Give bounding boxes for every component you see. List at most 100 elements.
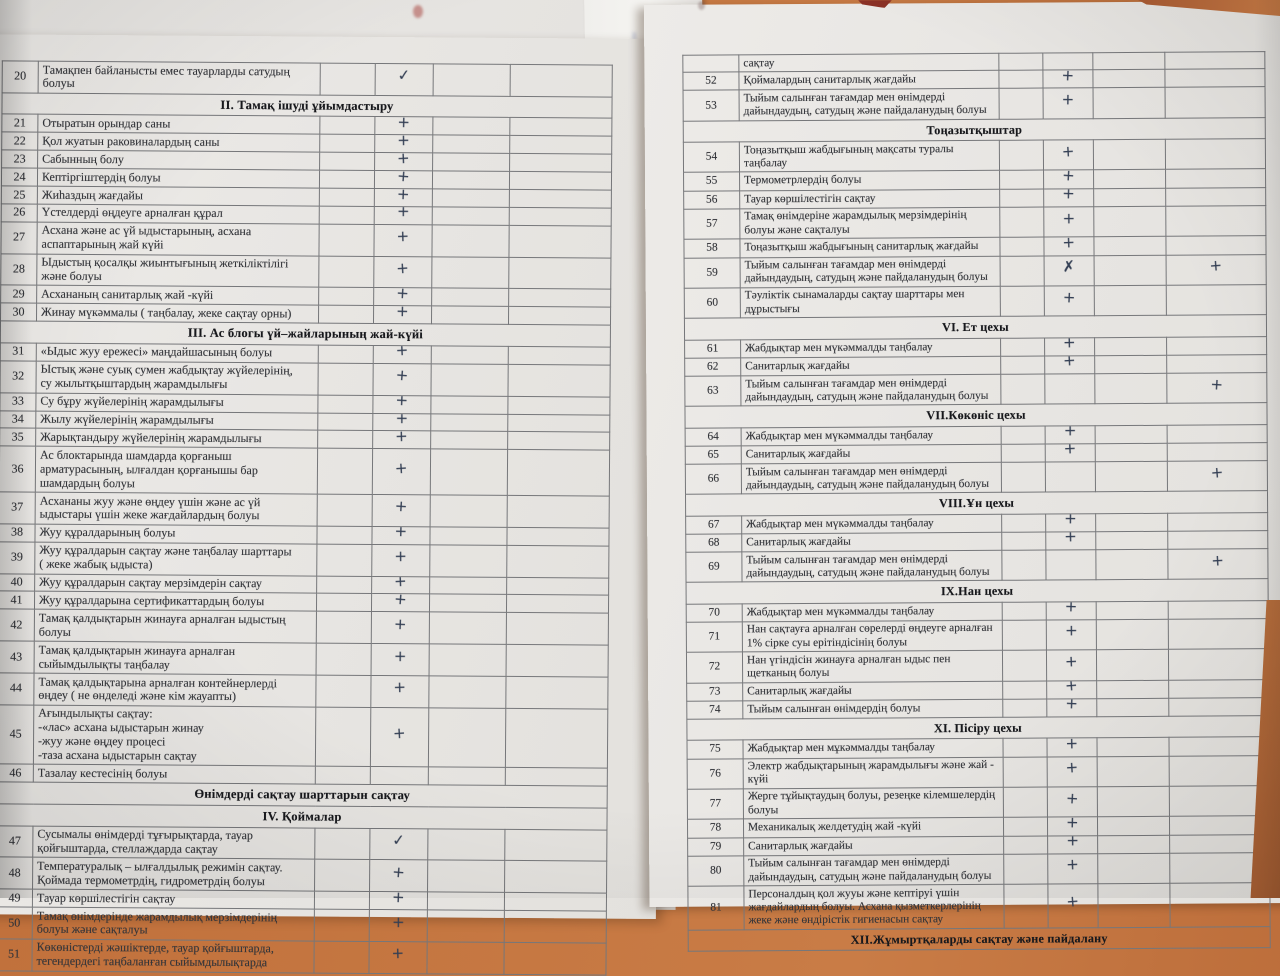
check-cell: +: [371, 593, 430, 613]
item-number: 35: [0, 428, 36, 447]
item-text: Жиһаздың жағдайы: [37, 186, 320, 207]
handwritten-check-mark: +: [396, 227, 410, 246]
check-cell: [1002, 601, 1047, 621]
handwritten-check-mark: ✓: [392, 830, 406, 850]
check-cell: [999, 88, 1044, 120]
handwritten-check-mark: +: [395, 395, 409, 410]
check-cell: [1000, 374, 1045, 405]
check-cell: [429, 612, 507, 645]
checklist-row: 45 Ағындылықты сақтау: -«лас» асхана ыдыс…: [0, 704, 608, 769]
check-cell: [431, 306, 509, 325]
check-cell: [432, 153, 510, 172]
handwritten-check-mark: +: [395, 287, 410, 303]
checklist-row: 27 Асхана және ас үй ыдыстарының, асхана …: [0, 221, 612, 258]
check-cell: +: [374, 170, 433, 189]
item-text: Тамақ өнімдеріне жарамдылық мерзімдеріні…: [739, 207, 1000, 240]
item-text: Кептіргіштердің болуы: [37, 168, 320, 189]
check-cell: [314, 859, 370, 892]
desk-surface-sliver: [858, 0, 892, 8]
item-text: «Ыдыс жуу ережесі» маңдайшасының болуы: [36, 342, 319, 363]
handwritten-check-mark: +: [392, 723, 407, 743]
check-cell: [430, 494, 508, 528]
check-cell: [509, 207, 612, 226]
item-number: 61: [684, 339, 741, 359]
checklist-row: 77 Жерге тұйықтаудың болуы, резеңке кілем…: [687, 785, 1270, 820]
handwritten-check-mark: +: [395, 412, 409, 428]
item-number: 62: [684, 357, 741, 377]
check-cell: [504, 910, 607, 943]
handwritten-check-mark: +: [1064, 652, 1079, 671]
checklist-row: 71 Нан сақтауға арналған сөрелерді өңдеуг…: [686, 618, 1269, 653]
check-cell: +: [373, 345, 432, 364]
check-cell: [314, 827, 370, 860]
item-number: 65: [685, 445, 742, 465]
check-cell: [507, 364, 611, 397]
check-cell: +: [371, 544, 430, 577]
check-cell: [508, 225, 612, 258]
check-cell: [1164, 51, 1265, 70]
item-text: Санитарлық жағдайы: [741, 444, 1002, 464]
check-cell: [508, 346, 611, 365]
check-cell: [1001, 425, 1046, 445]
check-cell: +: [1166, 372, 1267, 404]
check-cell: [1044, 373, 1095, 405]
item-number: 23: [1, 150, 38, 169]
check-cell: [1097, 883, 1171, 928]
item-number: 66: [685, 463, 742, 495]
item-number: 39: [0, 541, 35, 574]
check-cell: [431, 288, 509, 307]
check-cell: [319, 134, 375, 153]
check-cell: [432, 188, 510, 208]
check-cell: +: [372, 430, 431, 450]
check-cell: [1092, 69, 1166, 89]
handwritten-check-mark: +: [1065, 738, 1079, 753]
checklist-row: 66 Тыйым салынған тағамдар мен өнімдерді …: [685, 460, 1268, 495]
item-number: 42: [0, 609, 35, 642]
handwritten-check-mark: +: [1065, 758, 1079, 777]
item-number: 27: [0, 221, 38, 254]
check-cell: [1097, 755, 1170, 787]
item-text: Тыйым салынған тағамдар мен өнімдерді да…: [741, 462, 1002, 495]
check-cell: [317, 362, 374, 396]
check-cell: [504, 860, 607, 894]
check-cell: +: [1044, 337, 1095, 356]
handwritten-check-mark: +: [1064, 601, 1078, 616]
handwritten-check-mark: +: [1210, 550, 1225, 570]
item-text: Санитарлық жағдайы: [741, 532, 1002, 552]
item-text: Қол жуатын раковиналардың саны: [37, 132, 320, 153]
checklist-row: 32 Ыстық және суық сумен жабдықтау жүйеле…: [0, 360, 611, 397]
check-cell: +: [1042, 69, 1094, 89]
item-number: 67: [685, 515, 742, 535]
item-number: 31: [0, 342, 37, 361]
item-text: Жабдықтар мен мұкәммалды таңбалау: [742, 738, 1004, 759]
check-cell: [1168, 736, 1270, 756]
check-cell: [1001, 462, 1046, 493]
item-number: 21: [1, 114, 38, 133]
item-text: Санитарлық жағдайы: [742, 681, 1003, 701]
checklist-row: 59 Тыйым салынған тағамдар мен өнімдерді …: [684, 254, 1267, 289]
item-text: Су бұру жүйелерінің жарамдылығы: [35, 392, 318, 413]
check-cell: [1094, 254, 1167, 286]
handwritten-check-mark: +: [394, 547, 408, 566]
item-text: Жуу құралдарын сақтау және таңбалау шарт…: [34, 541, 317, 576]
right-page: сақтау 52 Қоймалардың санитарлық жағдайы +5…: [644, 1, 1280, 952]
item-text: Сабынның болу: [37, 150, 320, 171]
check-cell: [429, 644, 507, 677]
item-text: Тыйым салынған тағамдар мен өнімдерді да…: [741, 550, 1003, 583]
checklist-row: 54 Тоңазытқыш жабдығының мақсаты туралы т…: [683, 138, 1266, 173]
check-cell: [1001, 550, 1047, 581]
check-cell: [429, 526, 508, 546]
check-cell: [1095, 461, 1168, 493]
check-cell: [1096, 679, 1169, 699]
check-cell: +: [1167, 460, 1268, 492]
check-cell: ✓: [375, 63, 434, 96]
item-text: Тыйым салынған тағамдар мен өнімдерді да…: [739, 88, 1000, 121]
item-text: Тоңазытқыш жабдығының мақсаты туралы таң…: [739, 140, 1000, 173]
check-cell: [1167, 512, 1268, 532]
check-cell: [506, 576, 609, 596]
item-text: Жинау мүкәммалы ( таңбалау, жеке сақтау …: [36, 303, 319, 324]
checklist-row: 72 Нан үгіндісін жинауға арналған ыдыс пе…: [686, 648, 1269, 683]
item-text: Ас блоктарында шамдарда қорғаныш арматур…: [35, 446, 318, 495]
handwritten-check-mark: +: [397, 116, 411, 132]
check-cell: [318, 344, 374, 364]
